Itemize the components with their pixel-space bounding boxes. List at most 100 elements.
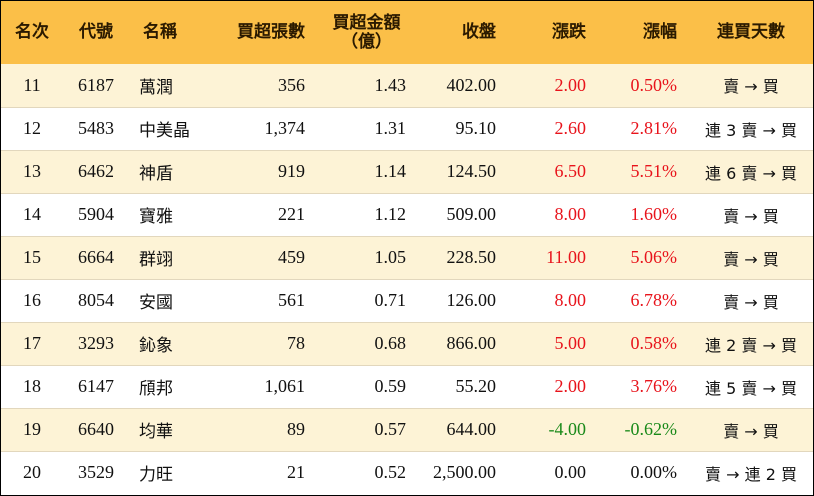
cell-rank: 11 bbox=[23, 74, 41, 95]
cell-amount: 0.59 bbox=[317, 364, 418, 408]
cell-shares: 221 bbox=[227, 192, 317, 236]
table-row: 11 6187 萬潤 356 1.43 402.00 2.00 0.50% 賣 → 買 bbox=[1, 64, 813, 107]
cell-code: 6147 bbox=[63, 364, 129, 408]
cell-streak: 賣 → 連 2 買 bbox=[689, 450, 813, 494]
cell-streak: 賣 → 買 bbox=[689, 235, 813, 279]
cell-shares: 459 bbox=[227, 235, 317, 279]
cell-shares: 1,374 bbox=[227, 106, 317, 150]
table-row: 16 8054 安國 561 0.71 126.00 8.00 6.78% 賣 → 買 bbox=[1, 278, 813, 322]
cell-pct: 5.06% bbox=[598, 235, 689, 279]
cell-shares: 21 bbox=[227, 450, 317, 494]
table-body: 11 6187 萬潤 356 1.43 402.00 2.00 0.50% 賣 → 買 12 548… bbox=[1, 64, 813, 494]
cell-close: 402.00 bbox=[446, 74, 497, 95]
table-row: 15 6664 群翊 459 1.05 228.50 11.00 5.06% 賣 → 買 bbox=[1, 235, 813, 279]
cell-pct: 2.81% bbox=[598, 106, 689, 150]
cell-shares: 78 bbox=[227, 321, 317, 365]
table-row: 13 6462 神盾 919 1.14 124.50 6.50 5.51% 連 6 賣 → 買 bbox=[1, 149, 813, 193]
cell-close: 95.10 bbox=[418, 106, 508, 150]
cell-change: 8.00 bbox=[508, 278, 598, 322]
cell-shares: 919 bbox=[227, 149, 317, 193]
cell-name: 均華 bbox=[129, 407, 227, 451]
table-row: 17 3293 鈊象 78 0.68 866.00 5.00 0.58% 連 2 賣 → 買 bbox=[1, 321, 813, 365]
cell-rank: 13 bbox=[1, 149, 63, 193]
header-amount-line2: （億） bbox=[341, 31, 392, 52]
cell-close: 228.50 bbox=[418, 235, 508, 279]
cell-amount: 1.05 bbox=[317, 235, 418, 279]
table-row: 20 3529 力旺 21 0.52 2,500.00 0.00 0.00% 賣 → 連 2 買 bbox=[1, 450, 813, 494]
cell-amount: 0.57 bbox=[317, 407, 418, 451]
cell-code: 6664 bbox=[63, 235, 129, 279]
cell-amount: 1.31 bbox=[317, 106, 418, 150]
cell-change: 2.00 bbox=[508, 364, 598, 408]
cell-rank: 17 bbox=[1, 321, 63, 365]
cell-name: 中美晶 bbox=[129, 106, 227, 150]
cell-close: 124.50 bbox=[418, 149, 508, 193]
cell-shares: 561 bbox=[227, 278, 317, 322]
cell-pct: 0.58% bbox=[598, 321, 689, 365]
cell-change: 2.60 bbox=[508, 106, 598, 150]
cell-rank: 19 bbox=[1, 407, 63, 451]
header-change: 漲跌 bbox=[552, 22, 586, 42]
cell-pct: 0.50% bbox=[630, 74, 678, 95]
table-row: 19 6640 均華 89 0.57 644.00 -4.00 -0.62% 賣 → 買 bbox=[1, 407, 813, 451]
cell-pct: 0.00% bbox=[598, 450, 689, 494]
cell-name: 頎邦 bbox=[129, 364, 227, 408]
header-amount: 買超金額 （億） bbox=[317, 1, 418, 64]
cell-rank: 16 bbox=[1, 278, 63, 322]
header-shares: 買超張數 bbox=[237, 22, 305, 42]
cell-streak: 連 3 賣 → 買 bbox=[689, 106, 813, 150]
cell-code: 8054 bbox=[63, 278, 129, 322]
cell-streak: 賣 → 買 bbox=[689, 278, 813, 322]
cell-change: 0.00 bbox=[508, 450, 598, 494]
cell-streak: 賣 → 買 bbox=[689, 407, 813, 451]
cell-code: 5904 bbox=[63, 192, 129, 236]
cell-code: 3529 bbox=[63, 450, 129, 494]
cell-shares: 89 bbox=[227, 407, 317, 451]
header-name: 名稱 bbox=[143, 22, 177, 42]
cell-close: 866.00 bbox=[418, 321, 508, 365]
cell-name: 鈊象 bbox=[129, 321, 227, 365]
header-rank: 名次 bbox=[15, 22, 49, 42]
cell-amount: 0.68 bbox=[317, 321, 418, 365]
cell-rank: 12 bbox=[1, 106, 63, 150]
header-streak: 連買天數 bbox=[717, 22, 785, 42]
table-header-row: 名次 代號 名稱 買超張數 買超金額 （億） 收盤 漲跌 漲幅 連買天數 bbox=[1, 1, 813, 64]
table-row: 12 5483 中美晶 1,374 1.31 95.10 2.60 2.81% 連 3 賣 → … bbox=[1, 106, 813, 150]
cell-streak: 連 2 賣 → 買 bbox=[689, 321, 813, 365]
cell-amount: 0.52 bbox=[317, 450, 418, 494]
cell-pct: -0.62% bbox=[598, 407, 689, 451]
cell-close: 644.00 bbox=[418, 407, 508, 451]
cell-close: 55.20 bbox=[418, 364, 508, 408]
cell-change: 2.00 bbox=[554, 74, 587, 95]
cell-code: 3293 bbox=[63, 321, 129, 365]
cell-amount: 1.43 bbox=[374, 74, 407, 95]
cell-code: 6462 bbox=[63, 149, 129, 193]
cell-close: 2,500.00 bbox=[418, 450, 508, 494]
cell-streak: 賣 → 買 bbox=[723, 77, 779, 97]
header-close: 收盤 bbox=[462, 22, 496, 42]
cell-name: 神盾 bbox=[129, 149, 227, 193]
cell-pct: 6.78% bbox=[598, 278, 689, 322]
cell-name: 安國 bbox=[129, 278, 227, 322]
cell-name: 群翊 bbox=[129, 235, 227, 279]
cell-streak: 連 6 賣 → 買 bbox=[689, 149, 813, 193]
cell-name: 萬潤 bbox=[139, 77, 173, 98]
cell-code: 6640 bbox=[63, 407, 129, 451]
cell-streak: 賣 → 買 bbox=[689, 192, 813, 236]
cell-change: 6.50 bbox=[508, 149, 598, 193]
cell-shares: 1,061 bbox=[227, 364, 317, 408]
header-amount-line1: 買超金額 bbox=[332, 12, 401, 33]
cell-streak: 連 5 賣 → 買 bbox=[689, 364, 813, 408]
cell-change: 11.00 bbox=[508, 235, 598, 279]
cell-rank: 15 bbox=[1, 235, 63, 279]
header-code: 代號 bbox=[79, 22, 113, 42]
cell-change: -4.00 bbox=[508, 407, 598, 451]
cell-pct: 5.51% bbox=[598, 149, 689, 193]
cell-pct: 3.76% bbox=[598, 364, 689, 408]
table-row: 18 6147 頎邦 1,061 0.59 55.20 2.00 3.76% 連 5 賣 → 買 bbox=[1, 364, 813, 408]
cell-code: 5483 bbox=[63, 106, 129, 150]
cell-name: 力旺 bbox=[129, 450, 227, 494]
cell-close: 509.00 bbox=[418, 192, 508, 236]
